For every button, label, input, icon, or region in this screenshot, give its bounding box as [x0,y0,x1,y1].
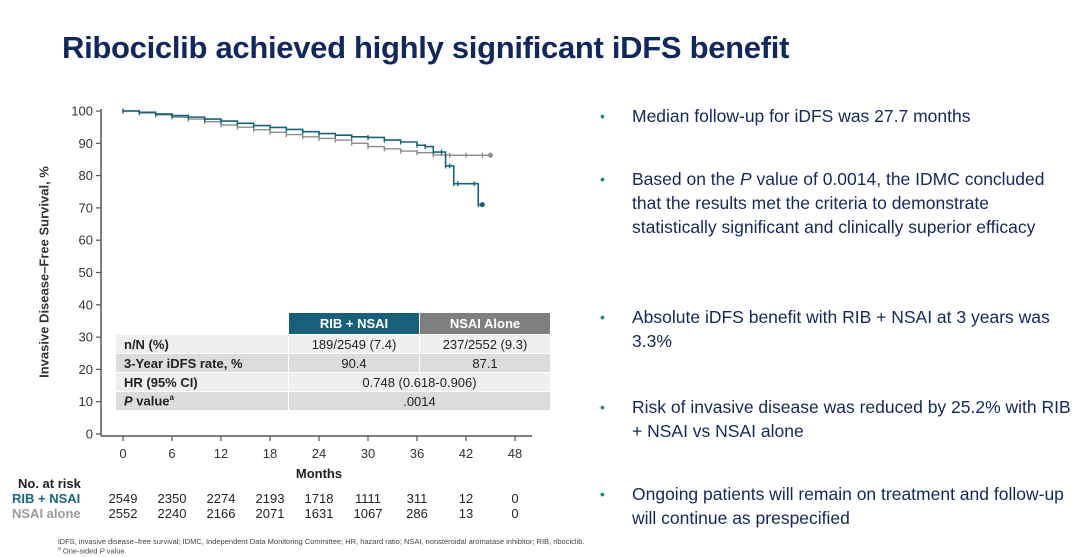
at-risk-value: 2274 [206,491,236,506]
x-tick-label: 42 [459,446,473,461]
at-risk-value: 1067 [353,506,383,521]
x-tick-label: 30 [361,446,375,461]
chart-axes: 0 10 20 30 40 50 60 70 80 90 100 0 6 12 18 24 30 36 42 48 [71,104,532,461]
y-tick-label: 30 [79,330,93,345]
stats-row-hr: HR (95% CI) 0.748 (0.618-0.906) [116,373,550,391]
footnote-a: a One-sided P value. [58,546,127,556]
stats-header-row: RIB + NSAI NSAI Alone [116,313,550,334]
y-tick-label: 90 [79,136,93,151]
bullet-dot-icon: • [600,486,605,502]
at-risk-label-rib: RIB + NSAI [12,491,81,506]
y-tick-label: 20 [79,362,93,377]
chart-curves [122,108,493,208]
at-risk-value: 2549 [108,491,138,506]
at-risk-value: 2552 [108,506,138,521]
at-risk-value: 1718 [304,491,334,506]
at-risk-value: 0 [511,506,519,521]
y-tick-label: 0 [86,427,93,442]
y-tick-label: 100 [71,104,93,119]
at-risk-value: 2166 [206,506,236,521]
x-tick-label: 24 [312,446,326,461]
bullet-dot-icon: • [600,399,605,415]
x-tick-label: 48 [508,446,522,461]
stats-row-events: n/N (%) 189/2549 (7.4) 237/2552 (9.3) [116,335,550,353]
at-risk-value: 2240 [157,506,187,521]
at-risk-value: 12 [458,491,474,506]
cell-hr: 0.748 (0.618-0.906) [289,373,550,391]
series-end-point [488,152,493,158]
cell-rib: 90.4 [289,354,419,372]
at-risk-label-nsai: NSAI alone [12,506,81,521]
at-risk-value: 1631 [304,506,334,521]
y-tick-label: 10 [79,394,93,409]
x-tick-label: 12 [214,446,228,461]
x-axis-label: Months [295,466,343,481]
row-label: P valuea [116,392,288,410]
stats-row-pvalue: P valuea .0014 [116,392,550,410]
bullet-dot-icon: • [600,108,605,124]
cell-nsai: 87.1 [420,354,550,372]
stats-row-3yr-rate: 3-Year iDFS rate, % 90.4 87.1 [116,354,550,372]
at-risk-title: No. at risk [18,476,81,491]
series-line-rib-nsai [123,110,483,206]
row-label: HR (95% CI) [116,373,288,391]
at-risk-value: 2193 [255,491,285,506]
x-tick-label: 36 [410,446,424,461]
y-tick-label: 70 [79,200,93,215]
at-risk-value: 1111 [354,491,382,506]
series-line-nsai-alone [123,110,491,156]
cell-nsai: 237/2552 (9.3) [420,335,550,353]
header-rib-nsai: RIB + NSAI [289,313,419,334]
header-nsai-alone: NSAI Alone [420,313,550,334]
x-tick-label: 18 [263,446,277,461]
y-tick-label: 80 [79,168,93,183]
at-risk-value: 311 [406,491,428,506]
y-axis-label: Invasive Disease–Free Survival, % [36,166,52,378]
x-tick-label: 6 [168,446,175,461]
y-tick-label: 60 [79,233,93,248]
slide-title: Ribociclib achieved highly significant i… [62,30,790,65]
row-label: n/N (%) [116,335,288,353]
at-risk-value: 2350 [157,491,187,506]
cell-pvalue: .0014 [289,392,550,410]
y-tick-label: 40 [79,297,93,312]
stats-table: RIB + NSAI NSAI Alone n/N (%) 189/2549 (… [115,312,551,411]
bullet-dot-icon: • [600,171,605,187]
x-tick-label: 0 [119,446,126,461]
at-risk-value: 13 [458,506,474,521]
bullet-dot-icon: • [600,309,605,325]
at-risk-value: 2071 [255,506,285,521]
y-tick-label: 50 [79,265,93,280]
at-risk-value: 286 [406,506,428,521]
at-risk-value: 0 [511,491,519,506]
row-label: 3-Year iDFS rate, % [116,354,288,372]
footnote-abbreviations: iDFS, invasive disease–free survival; ID… [58,537,585,546]
series-end-point [479,202,485,208]
cell-rib: 189/2549 (7.4) [289,335,419,353]
